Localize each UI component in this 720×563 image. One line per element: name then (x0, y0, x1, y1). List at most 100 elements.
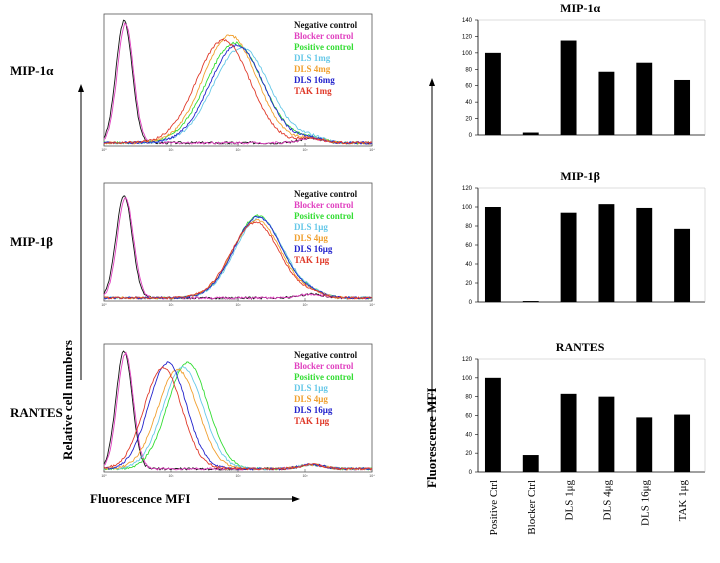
bar-panel-3: RANTES 0 20 40 60 80 100 120 Positive Ctrl Blocke… (462, 340, 706, 535)
histogram-x-tick-label: 10³ (302, 303, 308, 307)
bar-panels: MIP-1α 0 20 40 60 80 100 120 140 MIP-1β 0 20 40 60 80 1… (462, 1, 706, 535)
histogram-x-tick-label: 10⁰ (101, 148, 107, 152)
bar-y-tick-label: 120 (462, 34, 473, 40)
bar-y-tick-label: 60 (465, 84, 472, 90)
bottom-axis-label: Fluorescence MFI (90, 491, 190, 506)
bottom-axis-arrowhead (292, 496, 300, 502)
bar (636, 62, 653, 135)
bar-y-tick-label: 100 (462, 376, 473, 382)
bar (598, 71, 615, 135)
legend-entry: Blocker control (294, 200, 354, 210)
left-axis-label: Relative cell numbers (60, 340, 75, 460)
legend-entry: Positive control (294, 211, 354, 221)
bar-panel-1: MIP-1α 0 20 40 60 80 100 120 140 (462, 1, 706, 139)
bar-y-tick-label: 80 (465, 395, 472, 401)
bar (522, 132, 539, 135)
row-label-rantes: RANTES (10, 405, 63, 420)
histogram-x-tick-label: 10⁴ (369, 303, 375, 307)
bar-y-tick-label: 100 (462, 205, 473, 211)
legend-entry: Positive control (294, 372, 354, 382)
left-axis-arrowhead (78, 84, 84, 92)
bar-chart-title: MIP-1α (560, 1, 600, 15)
legend-entry: DLS 4μg (294, 394, 328, 404)
histogram-series-line (103, 34, 373, 145)
bar (674, 228, 691, 302)
bar-y-tick-label: 0 (469, 300, 473, 306)
bar (598, 396, 615, 472)
histogram-series-line (103, 366, 373, 471)
histogram-x-tick-label: 10⁰ (101, 303, 107, 307)
histogram-x-tick-label: 10¹ (168, 303, 174, 307)
bar-y-tick-label: 0 (469, 133, 473, 139)
bar (674, 414, 691, 472)
bar (636, 417, 653, 472)
histogram-x-tick-label: 10³ (302, 148, 308, 152)
histogram-frame (103, 343, 373, 473)
histogram-panel-3: 10⁰ 10¹ 10² 10³ 10⁴ Fluorescence Negative cont… (101, 343, 375, 478)
legend-entry: TAK 1μg (294, 416, 330, 426)
bar (560, 393, 577, 472)
right-axis-label: Fluorescence MFI (424, 388, 439, 488)
bar-category-label: DLS 4μg (601, 480, 613, 521)
bar (560, 40, 577, 135)
histogram-panels: 10⁰ 10¹ 10² 10³ 10⁴ Fluorescence Negative cont… (101, 13, 375, 478)
legend-entry: TAK 1μg (294, 255, 330, 265)
bar-y-tick-label: 120 (462, 186, 473, 192)
legend-entry: Positive control (294, 42, 354, 52)
bar-category-label: Positive Ctrl (488, 480, 500, 535)
legend-entry: Negative control (294, 350, 358, 360)
bar (522, 301, 539, 302)
legend-entry: DLS 4μg (294, 233, 328, 243)
histogram-x-tick-label: 10¹ (168, 474, 174, 478)
bar-category-label: TAK 1μg (677, 480, 689, 522)
legend-entry: DLS 16μg (294, 405, 333, 415)
bar (484, 207, 501, 302)
histogram-x-tick-label: 10² (235, 148, 241, 152)
bar-y-tick-label: 0 (469, 470, 473, 476)
bar-y-tick-label: 40 (465, 262, 472, 268)
bar-y-tick-label: 40 (465, 100, 472, 106)
histogram-series-line (103, 366, 373, 471)
bar-y-tick-label: 20 (465, 281, 472, 287)
bar-y-tick-label: 60 (465, 414, 472, 420)
legend-entry: DLS 16μg (294, 244, 333, 254)
row-label-mip1a: MIP-1α (10, 63, 54, 78)
histogram-x-tick-label: 10⁴ (369, 474, 375, 478)
histogram-x-tick-label: 10¹ (168, 148, 174, 152)
bar-category-label: Blocker Ctrl (526, 480, 538, 535)
histogram-x-tick-label: 10³ (302, 474, 308, 478)
histogram-series-line (103, 221, 373, 300)
bar (484, 377, 501, 472)
bar-y-tick-label: 100 (462, 51, 473, 57)
bar-category-label: DLS 16μg (639, 480, 651, 526)
bar-chart-title: MIP-1β (560, 169, 600, 183)
legend-entry: DLS 1mg (294, 53, 331, 63)
bar-y-tick-label: 80 (465, 67, 472, 73)
legend-entry: Negative control (294, 189, 358, 199)
right-axis-arrowhead (429, 78, 435, 86)
legend-entry: DLS 4mg (294, 64, 331, 74)
legend-entry: Blocker control (294, 31, 354, 41)
histogram-x-label: Fluorescence (215, 467, 240, 472)
legend-entry: Blocker control (294, 361, 354, 371)
bar (484, 52, 501, 135)
bar-y-tick-label: 60 (465, 243, 472, 249)
histogram-x-tick-label: 10⁰ (101, 474, 107, 478)
histogram-x-tick-label: 10⁴ (369, 148, 375, 152)
legend-entry: DLS 1μg (294, 383, 328, 393)
legend-entry: TAK 1mg (294, 86, 332, 96)
legend-entry: Negative control (294, 20, 358, 30)
bar-chart-title: RANTES (556, 340, 605, 354)
histogram-frame (103, 13, 373, 147)
legend-entry: DLS 16mg (294, 75, 335, 85)
histogram-series-line (103, 38, 373, 145)
bar (674, 79, 691, 135)
bar-y-tick-label: 20 (465, 451, 472, 457)
bar (522, 455, 539, 472)
